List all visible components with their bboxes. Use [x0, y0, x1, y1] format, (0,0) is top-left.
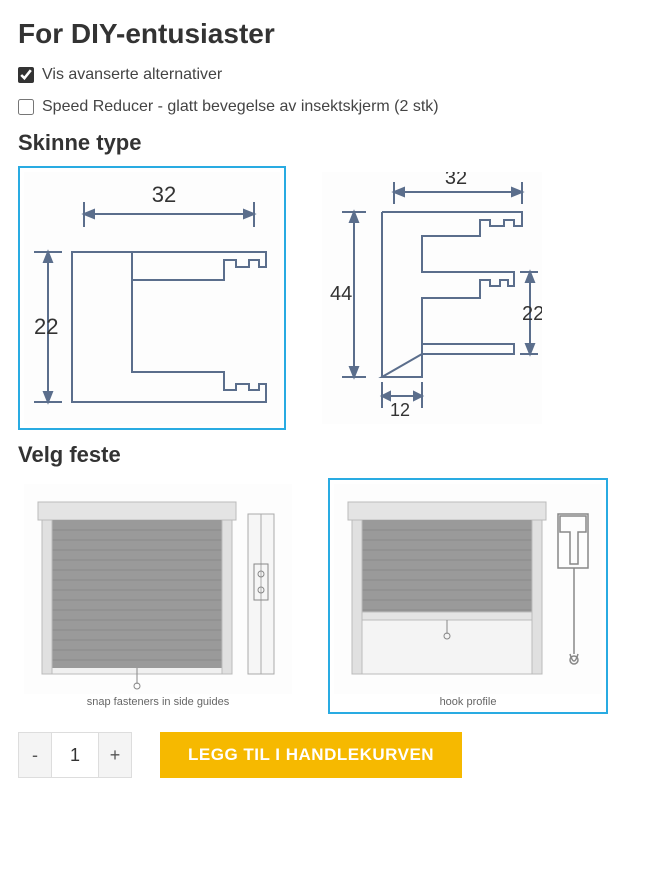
- mount-option-hook[interactable]: hook profile: [328, 478, 608, 714]
- quantity-stepper: - +: [18, 732, 132, 778]
- section-heading-rail: Skinne type: [18, 130, 640, 156]
- checkbox-speed-reducer[interactable]: Speed Reducer - glatt bevegelse av insek…: [18, 98, 640, 116]
- mount-option-snap[interactable]: snap fasteners in side guides: [18, 478, 298, 714]
- page-title: For DIY-entusiaster: [18, 18, 640, 50]
- rail-option-44[interactable]: 32 44 22 12: [316, 166, 548, 430]
- mount-hook-diagram: [334, 484, 602, 694]
- section-heading-mount: Velg feste: [18, 442, 640, 468]
- svg-text:22: 22: [34, 314, 58, 339]
- qty-input[interactable]: [52, 732, 98, 778]
- svg-text:32: 32: [445, 172, 467, 189]
- mount-options-row: snap fasteners in side guides: [18, 478, 640, 714]
- checkbox-speed-label: Speed Reducer - glatt bevegelse av insek…: [42, 98, 439, 116]
- rail-profile-44-diagram: 32 44 22 12: [322, 172, 542, 424]
- svg-text:12: 12: [390, 400, 410, 420]
- checkbox-advanced[interactable]: Vis avanserte alternativer: [18, 66, 640, 84]
- svg-text:44: 44: [330, 283, 352, 305]
- rail-profile-22-diagram: 32 22: [24, 172, 280, 424]
- checkbox-advanced-input[interactable]: [18, 67, 34, 83]
- svg-text:32: 32: [152, 182, 176, 207]
- qty-plus-button[interactable]: +: [98, 732, 132, 778]
- mount-snap-diagram: [24, 484, 292, 694]
- mount-snap-caption: snap fasteners in side guides: [87, 696, 229, 708]
- qty-minus-button[interactable]: -: [18, 732, 52, 778]
- mount-hook-caption: hook profile: [440, 696, 497, 708]
- add-to-cart-button[interactable]: LEGG TIL I HANDLEKURVEN: [160, 732, 462, 778]
- checkbox-advanced-label: Vis avanserte alternativer: [42, 66, 222, 84]
- footer-row: - + LEGG TIL I HANDLEKURVEN: [18, 732, 640, 778]
- rail-options-row: 32 22 32: [18, 166, 640, 430]
- svg-text:22: 22: [522, 303, 542, 325]
- rail-option-22[interactable]: 32 22: [18, 166, 286, 430]
- checkbox-speed-input[interactable]: [18, 99, 34, 115]
